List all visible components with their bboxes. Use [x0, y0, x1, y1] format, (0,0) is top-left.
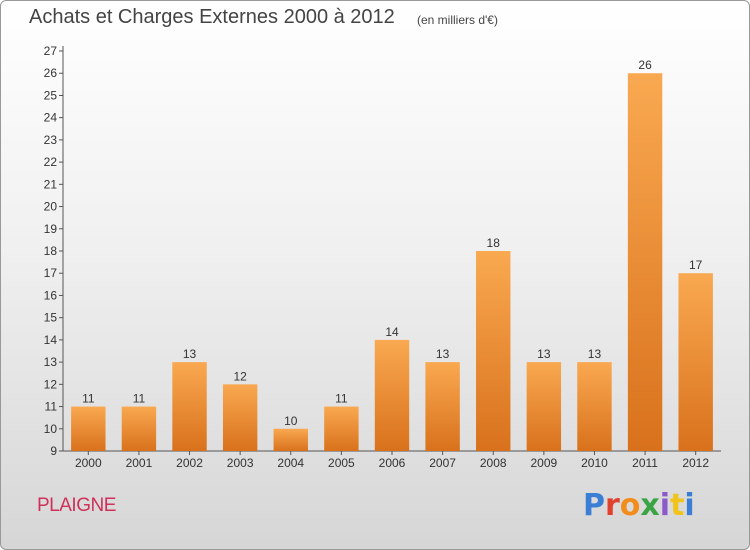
- logo-letter: t: [670, 488, 685, 523]
- chart-title: Achats et Charges Externes 2000 à 2012: [29, 6, 395, 28]
- value-label-2003: 12: [233, 369, 247, 383]
- bar-2003: [222, 384, 258, 451]
- value-label-2012: 17: [689, 258, 703, 272]
- logo-letter: i: [684, 488, 695, 523]
- y-tick-label: 27: [44, 44, 58, 58]
- value-label-2005: 11: [335, 392, 348, 406]
- bar-2000: [71, 406, 106, 451]
- x-tick-label-2010: 2010: [581, 456, 608, 470]
- x-tick-label-2004: 2004: [277, 456, 304, 470]
- logo-letter: x: [640, 488, 660, 523]
- y-tick-label: 15: [44, 311, 58, 325]
- y-tick-label: 22: [44, 155, 58, 169]
- bar-2006: [374, 339, 410, 451]
- value-label-2001: 11: [133, 392, 146, 406]
- y-tick-label: 23: [44, 133, 58, 147]
- x-tick-label-2005: 2005: [328, 456, 355, 470]
- bar-2002: [172, 362, 207, 451]
- bar-2005: [324, 406, 359, 451]
- y-tick-label: 24: [44, 111, 58, 125]
- value-label-2011: 26: [638, 58, 652, 72]
- y-tick-label: 18: [44, 244, 58, 258]
- bar-2008: [476, 251, 511, 451]
- value-label-2004: 10: [284, 414, 298, 428]
- x-tick-label-2011: 2011: [632, 456, 658, 470]
- y-tick-label: 11: [45, 400, 58, 414]
- x-tick-label-2003: 2003: [227, 456, 254, 470]
- bar-2009: [526, 362, 562, 451]
- x-tick-label-2008: 2008: [480, 456, 507, 470]
- commune-name: PLAIGNE: [37, 495, 116, 516]
- x-tick-label-2007: 2007: [429, 456, 456, 470]
- chart-subtitle: (en milliers d'€): [417, 13, 498, 27]
- x-tick-label-2002: 2002: [176, 456, 203, 470]
- y-tick-label: 13: [44, 355, 58, 369]
- bar-2010: [577, 362, 612, 451]
- x-tick-label-2006: 2006: [379, 456, 406, 470]
- x-tick-label-2009: 2009: [530, 456, 557, 470]
- bar-2007: [425, 362, 460, 451]
- logo-letter: r: [605, 488, 620, 523]
- y-tick-label: 19: [44, 222, 58, 236]
- y-tick-label: 10: [44, 422, 58, 436]
- bar-2011: [627, 73, 663, 451]
- y-tick-label: 26: [44, 66, 58, 80]
- y-tick-label: 17: [44, 266, 58, 280]
- proxiti-logo[interactable]: Proxiti: [583, 488, 695, 523]
- y-tick-label: 12: [44, 377, 58, 391]
- value-label-2008: 18: [487, 236, 501, 250]
- value-label-2010: 13: [588, 347, 602, 361]
- bar-2004: [273, 428, 308, 451]
- bar-2012: [678, 273, 713, 451]
- y-tick-label: 14: [44, 333, 58, 347]
- logo-letter: o: [619, 488, 641, 523]
- x-tick-label-2012: 2012: [682, 456, 709, 470]
- logo-letter: P: [583, 488, 605, 523]
- value-label-2002: 13: [183, 347, 197, 361]
- y-tick-label: 9: [50, 444, 57, 458]
- value-label-2009: 13: [537, 347, 551, 361]
- y-tick-label: 16: [44, 288, 58, 302]
- y-tick-label: 21: [44, 177, 58, 191]
- x-tick-label-2000: 2000: [75, 456, 102, 470]
- x-tick-label-2001: 2001: [126, 456, 153, 470]
- y-tick-label: 25: [44, 88, 58, 102]
- value-label-2007: 13: [436, 347, 450, 361]
- logo-letter: i: [659, 488, 671, 523]
- value-label-2000: 11: [82, 392, 95, 406]
- bar-2001: [121, 406, 157, 451]
- y-tick-label: 20: [44, 200, 58, 214]
- value-label-2006: 14: [385, 325, 399, 339]
